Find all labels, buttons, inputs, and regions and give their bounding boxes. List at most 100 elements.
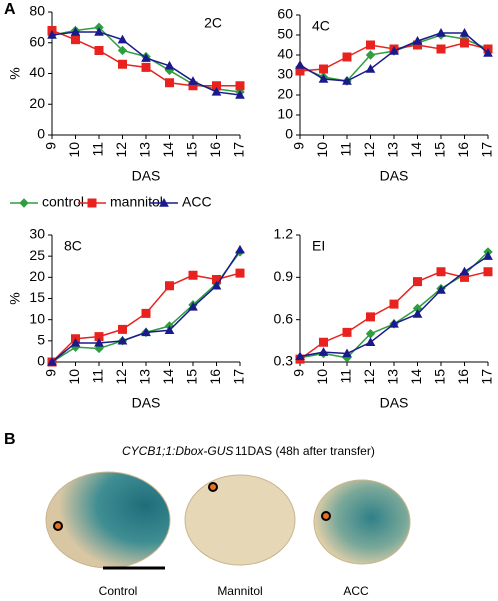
x-axis-label: DAS — [380, 395, 409, 411]
data-point — [436, 27, 446, 37]
data-point — [342, 348, 352, 358]
data-point — [235, 89, 245, 99]
data-point — [318, 347, 329, 356]
series-line — [299, 270, 489, 360]
photo-caption: Mannitol — [217, 584, 262, 598]
x-tick-label: 10 — [314, 142, 330, 158]
legend-marker — [19, 198, 29, 208]
data-point — [165, 78, 174, 88]
data-point — [412, 308, 423, 318]
x-tick-label: 10 — [66, 369, 82, 385]
x-tick-label: 11 — [90, 369, 106, 384]
construct: CYCB1;1:Dbox-GUS — [122, 444, 233, 458]
y-tick-label: 0 — [37, 353, 45, 369]
data-point — [235, 244, 245, 254]
x-tick-label: 15 — [432, 142, 448, 158]
panel-subtitle: EI — [312, 238, 325, 254]
data-point — [389, 299, 399, 309]
x-tick-label: 15 — [432, 369, 448, 385]
orientation-dot — [53, 521, 63, 531]
data-point — [436, 267, 446, 277]
x-tick-label: 14 — [408, 369, 424, 385]
data-point — [319, 337, 328, 347]
data-point — [211, 86, 222, 96]
orientation-dot — [321, 511, 331, 521]
y-axis-label: % — [7, 292, 23, 304]
data-point — [483, 47, 493, 57]
data-point — [389, 45, 399, 55]
y-tick-label: 10 — [29, 310, 45, 326]
legend-label: ACC — [182, 194, 212, 210]
data-point — [413, 277, 422, 287]
y-tick-label: 30 — [277, 66, 293, 82]
legend-label: mannitol — [110, 194, 163, 210]
y-tick-label: 40 — [277, 46, 293, 62]
y-tick-label: 0 — [285, 126, 293, 142]
x-axis-label: DAS — [132, 168, 161, 184]
orientation-dot — [208, 482, 218, 492]
data-point — [117, 335, 128, 345]
x-tick-label: 9 — [43, 369, 59, 377]
data-point — [459, 27, 470, 37]
legend-marker — [87, 198, 97, 208]
x-tick-label: 12 — [113, 142, 129, 158]
x-tick-label: 11 — [338, 142, 354, 157]
y-axis-label: % — [7, 67, 23, 79]
data-point — [94, 337, 104, 347]
data-point — [342, 75, 352, 85]
data-point — [436, 285, 446, 294]
x-tick-label: 11 — [90, 142, 106, 157]
data-point — [235, 81, 245, 91]
data-point — [342, 52, 352, 62]
data-point — [436, 44, 446, 54]
data-point — [212, 81, 221, 91]
y-tick-label: 30 — [29, 226, 45, 242]
data-point — [365, 63, 376, 73]
y-tick-label: 40 — [29, 64, 45, 80]
x-tick-label: 10 — [66, 142, 82, 158]
data-point — [141, 53, 151, 62]
data-point — [366, 312, 375, 322]
series-line — [299, 34, 489, 82]
x-tick-label: 9 — [291, 369, 307, 377]
data-point — [94, 332, 104, 342]
data-point — [295, 351, 305, 361]
x-tick-label: 17 — [231, 142, 247, 158]
data-point — [365, 337, 376, 346]
x-tick-label: 12 — [113, 369, 129, 385]
x-tick-label: 17 — [231, 369, 247, 385]
y-tick-label: 10 — [277, 106, 293, 122]
y-tick-label: 60 — [277, 6, 293, 22]
panel-label: A — [4, 1, 16, 18]
x-tick-label: 13 — [137, 142, 153, 158]
x-tick-label: 16 — [207, 369, 223, 385]
data-point — [319, 64, 328, 74]
data-point — [318, 73, 329, 83]
data-point — [118, 59, 127, 69]
photo-caption: Control — [99, 584, 138, 598]
y-tick-label: 20 — [277, 86, 293, 102]
data-point — [141, 308, 151, 318]
x-tick-label: 16 — [455, 369, 471, 385]
x-axis-label: DAS — [132, 395, 161, 411]
y-tick-label: 15 — [29, 289, 45, 305]
data-point — [459, 266, 470, 276]
panel-subtitle: 4C — [312, 18, 330, 34]
panel-subtitle: 8C — [64, 238, 82, 254]
data-point — [70, 26, 81, 36]
data-point — [235, 268, 245, 278]
data-point — [483, 267, 493, 277]
x-tick-label: 9 — [43, 142, 59, 150]
x-tick-label: 16 — [455, 142, 471, 158]
x-tick-label: 11 — [338, 369, 354, 384]
x-tick-label: 9 — [291, 142, 307, 150]
data-point — [141, 62, 151, 72]
x-tick-label: 13 — [385, 142, 401, 158]
y-tick-label: 1.2 — [274, 226, 294, 242]
x-tick-label: 13 — [385, 369, 401, 385]
legend-marker — [159, 197, 169, 207]
leaf-image — [184, 474, 296, 566]
data-point — [295, 59, 305, 69]
x-tick-label: 16 — [207, 142, 223, 158]
legend-label: control — [42, 194, 84, 210]
